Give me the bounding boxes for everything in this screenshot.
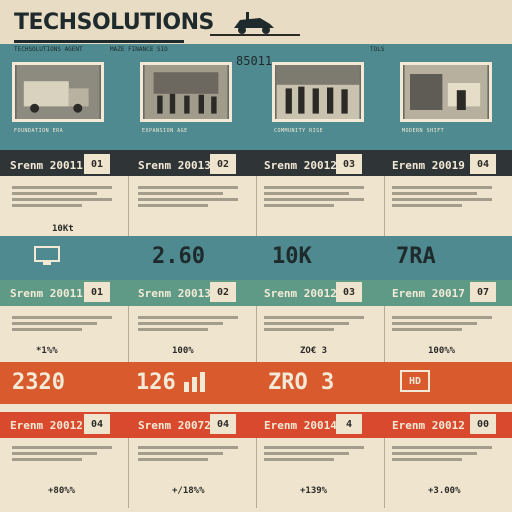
stat-2-3: ZO€ 3 [300, 346, 328, 356]
text-block-2-3 [264, 316, 364, 334]
column-divider [256, 438, 257, 508]
text-block-2-4 [392, 316, 492, 334]
text-block-2-2 [138, 316, 238, 334]
year-tab-1-1: Srenm 20011 [10, 154, 83, 176]
year-label: Srenm 20011 [10, 286, 83, 300]
number-box-1-2: 02 [210, 154, 236, 174]
number-box-3-1: 04 [84, 414, 110, 434]
header-sub-right: TOLS [370, 46, 385, 53]
text-block-3-1 [12, 446, 112, 464]
road-line [210, 34, 300, 36]
column-divider [256, 306, 257, 362]
year-tab-2-1: Srenm 20011 [10, 282, 83, 304]
number-box-1-1: 01 [84, 154, 110, 174]
number-box-2-4: 07 [470, 282, 496, 302]
number-box-2-2: 02 [210, 282, 236, 302]
column-divider [384, 438, 385, 508]
text-block-1-4 [392, 186, 492, 210]
photo-caption-4: MODERN SHIFT [402, 128, 445, 134]
year-tab-3-2: Srenm 20072 [138, 414, 211, 436]
text-block-1-2 [138, 186, 238, 210]
year-tab-3-3: Erenm 20014 [264, 414, 337, 436]
photo-4 [400, 62, 492, 122]
workshop-illustration [404, 65, 488, 119]
year-tab-3-1: Erenm 20012 [10, 414, 83, 436]
year-label: Srenm 20012 [264, 286, 337, 300]
year-label: Erenm 20017 [392, 286, 465, 300]
number-box-2-1: 01 [84, 282, 110, 302]
photo-2 [140, 62, 232, 122]
photo-caption-3: COMMUNITY RISE [274, 128, 324, 134]
stat-3-3: +139% [300, 486, 328, 496]
year-tab-1-2: Srenm 20013 [138, 154, 211, 176]
stat-2-2: 100% [172, 346, 194, 356]
big-stat-3-2: 126 [136, 370, 176, 395]
column-divider [384, 176, 385, 236]
column-divider [128, 306, 129, 362]
year-tab-2-2: Srenm 20013 [138, 282, 211, 304]
monitor-icon [34, 246, 60, 265]
stat-2-4: 100%% [428, 346, 456, 356]
year-label: Srenm 20011 [10, 158, 83, 172]
street-illustration [276, 65, 360, 119]
hd-badge: HD [400, 370, 430, 392]
year-tab-1-4: Erenm 20019 [392, 154, 465, 176]
number-box-3-4: 00 [470, 414, 496, 434]
photo-3 [272, 62, 364, 122]
year-tab-2-4: Erenm 20017 [392, 282, 465, 304]
big-stat-1-2: 2.60 [152, 244, 205, 269]
photo-1 [12, 62, 104, 122]
year-tab-2-3: Srenm 20012 [264, 282, 337, 304]
number-box-2-3: 03 [336, 282, 362, 302]
number-box-3-3: 4 [336, 414, 362, 434]
year-label: Srenm 20072 [138, 418, 211, 432]
brand-logo: TECHSOLUTIONS [14, 10, 214, 35]
column-divider [128, 438, 129, 508]
text-block-1-3 [264, 186, 364, 210]
year-tab-1-3: Srenm 20012 [264, 154, 337, 176]
header-number: 85011 [236, 54, 273, 68]
text-block-1-1 [12, 186, 112, 210]
stat-3-2: +/18%% [172, 486, 205, 496]
stat-1-1: 10Kt [52, 224, 74, 234]
text-block-3-4 [392, 446, 492, 464]
year-label: Erenm 20012 [10, 418, 83, 432]
year-tab-3-4: Erenm 20012 [392, 414, 465, 436]
logo-underline [14, 40, 184, 43]
number-box-3-2: 04 [210, 414, 236, 434]
stats-strip-orange [0, 362, 512, 404]
truck-illustration [16, 65, 100, 119]
year-label: Erenm 20012 [392, 418, 465, 432]
column-divider [384, 306, 385, 362]
stat-3-1: +80%% [48, 486, 76, 496]
column-divider [128, 176, 129, 236]
text-block-3-3 [264, 446, 364, 464]
header-sub-left: TECHSOLUTIONS AGENT [14, 46, 83, 53]
header-sub-mid: MAZE FINANCE SIO [110, 46, 168, 53]
crowd-illustration [144, 65, 228, 119]
big-stat-1-3: 10K [272, 244, 312, 269]
big-stat-3-3: ZRO 3 [268, 370, 335, 395]
stat-3-4: +3.00% [428, 486, 461, 496]
photo-caption-2: EXPANSION AGE [142, 128, 188, 134]
big-stat-1-4: 7RA [396, 244, 436, 269]
photo-caption-1: FOUNDATION ERA [14, 128, 64, 134]
year-label: Srenm 20013 [138, 158, 211, 172]
year-label: Srenm 20012 [264, 158, 337, 172]
big-stat-3-1: 2320 [12, 370, 65, 395]
number-box-1-4: 04 [470, 154, 496, 174]
year-label: Srenm 20013 [138, 286, 211, 300]
text-block-2-1 [12, 316, 112, 334]
year-label: Erenm 20019 [392, 158, 465, 172]
stat-2-1: *1%% [36, 346, 58, 356]
year-label: Erenm 20014 [264, 418, 337, 432]
stats-strip-teal [0, 236, 512, 280]
car-icon [234, 12, 274, 34]
growth-chart-icon [184, 372, 205, 392]
number-box-1-3: 03 [336, 154, 362, 174]
column-divider [256, 176, 257, 236]
text-block-3-2 [138, 446, 238, 464]
